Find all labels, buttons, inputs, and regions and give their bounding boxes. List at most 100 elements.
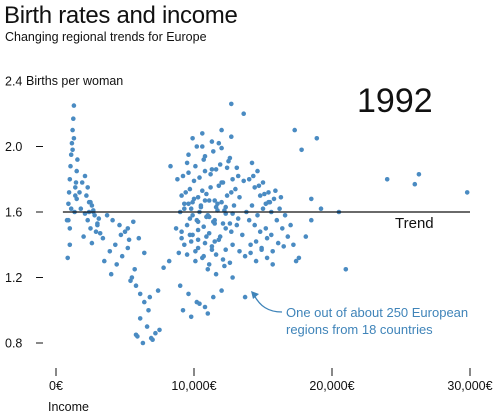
data-point: [263, 226, 269, 231]
data-point: [168, 163, 173, 169]
data-point: [227, 260, 233, 266]
data-point: [97, 231, 103, 236]
data-point: [270, 249, 276, 254]
data-point: [88, 226, 93, 231]
data-point: [96, 216, 102, 221]
data-point: [186, 201, 191, 207]
data-point: [303, 234, 309, 239]
data-point: [78, 206, 84, 211]
data-point: [271, 196, 277, 202]
data-point: [201, 253, 206, 259]
data-point: [66, 201, 71, 207]
trend-label: Trend: [395, 215, 434, 232]
data-point: [296, 255, 302, 261]
data-point: [264, 255, 270, 261]
data-point: [182, 206, 187, 211]
data-point: [126, 237, 132, 243]
data-point: [166, 258, 172, 264]
data-point: [65, 255, 70, 261]
data-point: [211, 149, 216, 154]
data-point: [148, 335, 154, 341]
data-point: [128, 278, 133, 284]
data-point: [67, 242, 73, 248]
data-point: [66, 217, 71, 223]
data-point: [242, 253, 248, 259]
data-point: [70, 147, 75, 153]
data-point: [224, 193, 230, 198]
data-point: [188, 314, 194, 320]
y-tick-label: 1.6: [5, 206, 22, 220]
data-point: [95, 221, 100, 226]
data-point: [137, 291, 143, 297]
data-point: [89, 240, 95, 246]
y-tick-label: 1.2: [5, 271, 22, 285]
data-point: [270, 262, 276, 267]
data-point: [100, 235, 106, 241]
data-point: [155, 288, 161, 293]
data-point: [67, 226, 73, 231]
data-point: [464, 190, 470, 195]
data-point: [209, 244, 215, 249]
data-point: [132, 267, 137, 272]
data-point: [230, 177, 235, 182]
data-point: [82, 173, 88, 179]
data-point: [142, 299, 147, 305]
data-point: [70, 127, 75, 133]
data-point: [117, 222, 122, 228]
data-point: [248, 242, 253, 248]
data-point: [183, 190, 188, 195]
data-point: [71, 116, 76, 121]
data-point: [89, 203, 95, 208]
data-point: [125, 245, 131, 251]
data-point: [197, 175, 202, 180]
data-point: [292, 127, 298, 133]
data-point: [73, 180, 79, 185]
data-point: [175, 177, 180, 182]
data-point: [260, 206, 266, 211]
data-point: [212, 239, 217, 244]
data-point: [343, 267, 349, 272]
data-point: [216, 237, 222, 243]
data-point: [281, 244, 287, 249]
data-point: [184, 160, 190, 166]
data-point: [242, 294, 248, 300]
annotation-arrowhead: [251, 291, 259, 299]
data-point: [140, 340, 146, 346]
data-point: [309, 217, 314, 223]
data-point: [68, 163, 73, 169]
data-point: [206, 231, 212, 236]
data-point: [229, 134, 234, 139]
data-point: [161, 265, 166, 271]
data-point: [260, 180, 266, 185]
data-point: [208, 172, 213, 177]
data-point: [205, 267, 211, 272]
data-point: [223, 247, 228, 252]
data-point: [137, 316, 143, 321]
data-point: [197, 301, 202, 307]
data-point: [186, 152, 191, 157]
data-point: [193, 249, 198, 254]
data-point: [81, 234, 86, 239]
data-point: [229, 229, 234, 234]
data-point: [125, 226, 131, 231]
data-point: [194, 144, 200, 149]
data-point: [67, 177, 73, 182]
data-point: [234, 222, 240, 228]
data-point: [195, 245, 201, 251]
data-point: [195, 227, 201, 233]
data-point: [309, 196, 314, 202]
year-label: 1992: [357, 82, 433, 120]
data-point: [200, 144, 205, 149]
data-point: [217, 162, 223, 167]
chart-title: Birth rates and income: [4, 2, 238, 29]
data-point: [219, 127, 224, 133]
x-tick-label: 0€: [49, 379, 63, 393]
x-tick-label: 20,000€: [309, 379, 354, 393]
data-point: [202, 240, 208, 246]
data-point: [184, 252, 190, 257]
data-point: [255, 168, 260, 174]
annotation-text: One out of about 250 European regions fr…: [286, 305, 469, 337]
data-point: [219, 199, 224, 205]
data-point: [71, 103, 77, 108]
